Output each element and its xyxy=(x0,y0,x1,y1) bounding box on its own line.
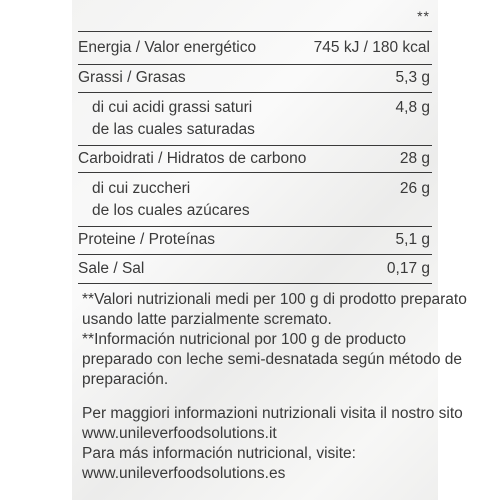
row-value: 0,17 g xyxy=(386,260,430,277)
row-label: Energia / Valor energético xyxy=(78,39,257,56)
row-value: 26 g xyxy=(399,180,430,197)
row-label: di cui acidi grassi saturi xyxy=(92,99,253,116)
divider xyxy=(78,226,432,227)
footnote-line: preparación. xyxy=(82,371,169,388)
row-value: 4,8 g xyxy=(395,99,430,116)
info-text-es: Para más información nutricional, visite… xyxy=(82,445,356,462)
row-label: Grassi / Grasas xyxy=(78,69,186,86)
divider xyxy=(78,172,432,173)
row-value: 5,1 g xyxy=(395,231,430,248)
row-label: Proteine / Proteínas xyxy=(78,231,215,248)
row-label: di cui zuccheri xyxy=(92,180,191,197)
row-value: 28 g xyxy=(399,150,430,167)
row-value: 745 kJ / 180 kcal xyxy=(313,39,430,56)
footnote-line: preparado con leche semi-desnatada según… xyxy=(82,351,463,368)
column-marker: ** xyxy=(417,8,430,24)
footnote: **Valori nutrizionali medi per 100 g di … xyxy=(82,290,467,390)
row-label-es: de los cuales azúcares xyxy=(92,202,250,219)
divider xyxy=(78,64,432,65)
divider xyxy=(78,254,432,255)
row-label: Sale / Sal xyxy=(78,260,145,277)
divider xyxy=(78,31,432,32)
divider xyxy=(78,283,432,284)
info-url-it[interactable]: www.unileverfoodsolutions.it xyxy=(82,425,277,442)
footnote-line: **Información nutricional por 100 g de p… xyxy=(82,331,406,348)
info-url-es[interactable]: www.unileverfoodsolutions.es xyxy=(82,465,286,482)
row-label: Carboidrati / Hidratos de carbono xyxy=(78,150,307,167)
row-label-es: de las cuales saturadas xyxy=(92,121,255,138)
footnote-line: usando latte parzialmente scremato. xyxy=(82,311,332,328)
nutrition-table: ** Energia / Valor energético 745 kJ / 1… xyxy=(72,0,467,500)
divider xyxy=(78,145,432,146)
row-value: 5,3 g xyxy=(395,69,430,86)
footnote-line: **Valori nutrizionali medi per 100 g di … xyxy=(82,291,467,308)
divider xyxy=(78,92,432,93)
info-text-it: Per maggiori informazioni nutrizionali v… xyxy=(82,405,463,422)
more-info: Per maggiori informazioni nutrizionali v… xyxy=(82,404,463,484)
